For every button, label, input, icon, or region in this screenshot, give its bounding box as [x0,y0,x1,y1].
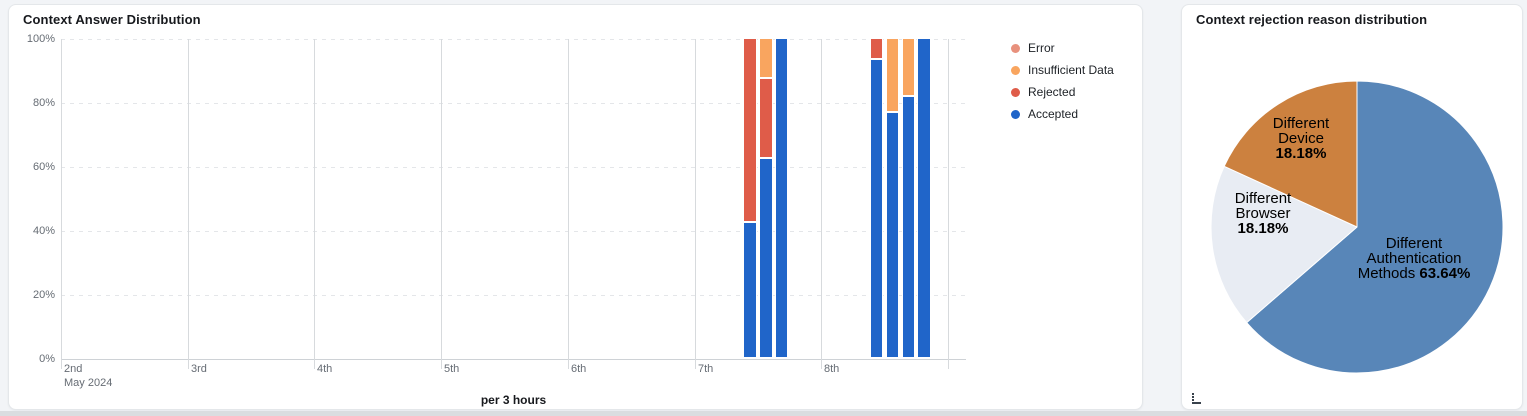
x-tick-label: 4th [317,363,333,375]
segment-insufficient-data [885,38,900,112]
legend-item-rejected[interactable]: Rejected [1011,81,1114,103]
context-rejection-reason-card: Context rejection reason distribution Di… [1181,4,1523,410]
horizontal-gridline [61,39,966,40]
vertical-gridline [314,39,315,369]
vertical-gridline [568,39,569,369]
context-answer-distribution-card: Context Answer Distribution 100% 80% 60% 40… [8,4,1143,410]
x-tick-label: 3rd [191,363,207,375]
vertical-gridline [61,39,62,369]
stacked-bar-plot-area [61,38,966,369]
bar-May-7-09:00 [743,38,757,358]
segment-accepted [759,158,773,358]
legend-item-error[interactable]: Error [1011,37,1114,59]
bar-May-8-12:00 [885,38,900,358]
y-tick-label: 0% [39,353,55,365]
segment-accepted [901,95,916,358]
y-tick-label: 40% [32,225,55,237]
vertical-gridline [948,39,949,369]
pie-slice-browser [1210,165,1358,324]
legend-item-label: Insufficient Data [1028,63,1114,77]
legend-item-accepted[interactable]: Accepted [1011,103,1114,125]
horizontal-gridline [61,295,966,296]
horizontal-gridline [61,103,966,104]
horizontal-gridline [61,167,966,168]
rejection-reason-pie-chart [1210,80,1504,374]
legend-dot-icon [1011,43,1020,53]
bar-May-8-18:00 [917,38,931,358]
segment-accepted [885,111,900,358]
y-tick-label: 60% [32,161,55,173]
segment-accepted [869,58,884,358]
legend-dot-icon [1011,87,1020,97]
bar-May-7-15:00 [774,38,789,358]
legend-item-label: Accepted [1028,107,1079,121]
segment-rejected [743,38,757,222]
segment-rejected [759,78,773,158]
vertical-gridline [695,39,696,369]
pie-chart-title: Context rejection reason distribution [1196,12,1428,27]
x-axis-line [61,359,966,360]
y-tick-label: 100% [26,33,55,45]
legend-dot-icon [1011,109,1020,119]
pie-label-auth: Different Authentication Methods 63.64% [1357,235,1471,282]
vertical-gridline [188,39,189,369]
pie-label-device: Different Device 18.18% [1272,115,1330,162]
bar-May-8-09:00 [869,38,884,358]
x-tick-label: 6th [571,363,587,375]
bar-May-8-15:00 [901,38,916,358]
vertical-gridline [441,39,442,369]
segment-accepted [774,38,789,358]
page-bottom-strip [0,411,1527,416]
segment-rejected [869,38,884,59]
x-tick-label: 7th [698,363,714,375]
pie-slice-auth [1246,80,1504,374]
pie-slice-device [1223,80,1358,228]
legend-item-label: Error [1028,41,1055,55]
x-axis-title: per 3 hours [480,393,547,407]
vertical-gridline [821,39,822,369]
legend-item-insufficient-data[interactable]: Insufficient Data [1011,59,1114,81]
legend-item-label: Rejected [1028,85,1076,99]
segment-insufficient-data [759,38,773,78]
segment-accepted [917,38,931,358]
bar-May-7-12:00 [759,38,773,358]
x-tick-label: 2nd May 2024 [64,363,113,389]
x-tick-label: 5th [444,363,460,375]
x-tick-label: 8th [824,363,840,375]
left-chart-title: Context Answer Distribution [23,12,201,27]
pie-label-browser: Different Browser 18.18% [1234,190,1292,237]
legend-dot-icon [1011,65,1020,75]
y-tick-label: 20% [32,289,55,301]
view-data-list-icon[interactable] [1192,393,1206,405]
chart-legend: Error Insufficient Data Rejected Accepted [1011,37,1114,125]
segment-insufficient-data [901,38,916,96]
horizontal-gridline [61,231,966,232]
y-tick-label: 80% [32,97,55,109]
segment-accepted [743,222,757,358]
